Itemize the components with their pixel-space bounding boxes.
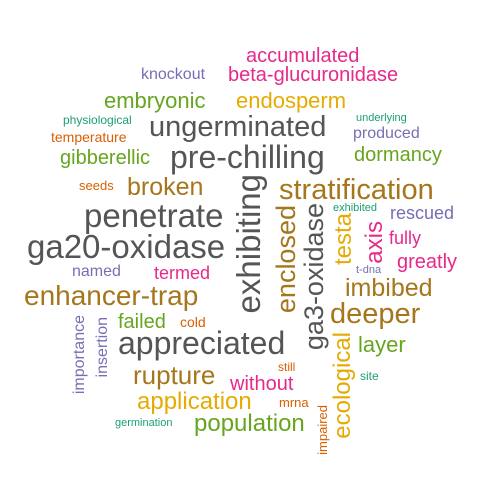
word-knockout: knockout — [141, 66, 206, 83]
word-ungerminated: ungerminated — [149, 111, 327, 143]
word-stratification: stratification — [279, 174, 434, 206]
word-application: application — [137, 388, 252, 415]
word-seeds: seeds — [79, 178, 114, 193]
word-appreciated: appreciated — [118, 325, 286, 361]
word-layer: layer — [358, 332, 406, 357]
word-greatly: greatly — [397, 251, 458, 273]
word-accumulated: accumulated — [246, 45, 360, 67]
word-t-dna: t-dna — [356, 264, 382, 276]
word-temperature: temperature — [51, 129, 127, 145]
word-testa: testa — [330, 213, 357, 266]
word-ga20-oxidase: ga20-oxidase — [27, 228, 226, 265]
word-physiological: physiological — [63, 113, 132, 127]
word-axis: axis — [361, 221, 388, 264]
word-pre-chilling: pre-chilling — [170, 139, 325, 175]
word-enhancer-trap: enhancer-trap — [24, 280, 199, 311]
word-failed: failed — [118, 311, 166, 333]
word-produced: produced — [353, 125, 420, 142]
word-underlying: underlying — [356, 112, 407, 124]
word-population: population — [194, 410, 305, 437]
word-rescued: rescued — [390, 203, 455, 223]
word-ecological: ecological — [329, 332, 356, 439]
word-gibberellic: gibberellic — [60, 147, 151, 169]
word-mrna: mrna — [279, 395, 309, 410]
word-impaired: impaired — [315, 405, 330, 455]
word-rupture: rupture — [133, 360, 216, 390]
word-fully: fully — [389, 228, 422, 248]
word-still: still — [278, 360, 296, 374]
word-cold: cold — [180, 314, 206, 330]
word-termed: termed — [154, 263, 211, 283]
word-importance: importance — [71, 315, 88, 395]
word-beta-glucuronidase: beta-glucuronidase — [228, 64, 399, 86]
word-germination: germination — [115, 417, 173, 429]
word-exhibiting: exhibiting — [230, 174, 267, 314]
word-endosperm: endosperm — [236, 88, 347, 113]
word-penetrate: penetrate — [84, 197, 224, 234]
word-ga3-oxidase: ga3-oxidase — [299, 203, 329, 351]
word-site: site — [360, 369, 379, 383]
word-broken: broken — [127, 173, 204, 201]
word-exhibited: exhibited — [333, 202, 378, 214]
word-imbibed: imbibed — [345, 274, 433, 302]
word-dormancy: dormancy — [354, 144, 442, 166]
word-embryonic: embryonic — [104, 88, 206, 113]
word-enclosed: enclosed — [271, 205, 301, 314]
word-without: without — [230, 373, 294, 395]
word-deeper: deeper — [330, 298, 421, 330]
word-insertion: insertion — [94, 317, 111, 378]
word-named: named — [72, 263, 121, 280]
